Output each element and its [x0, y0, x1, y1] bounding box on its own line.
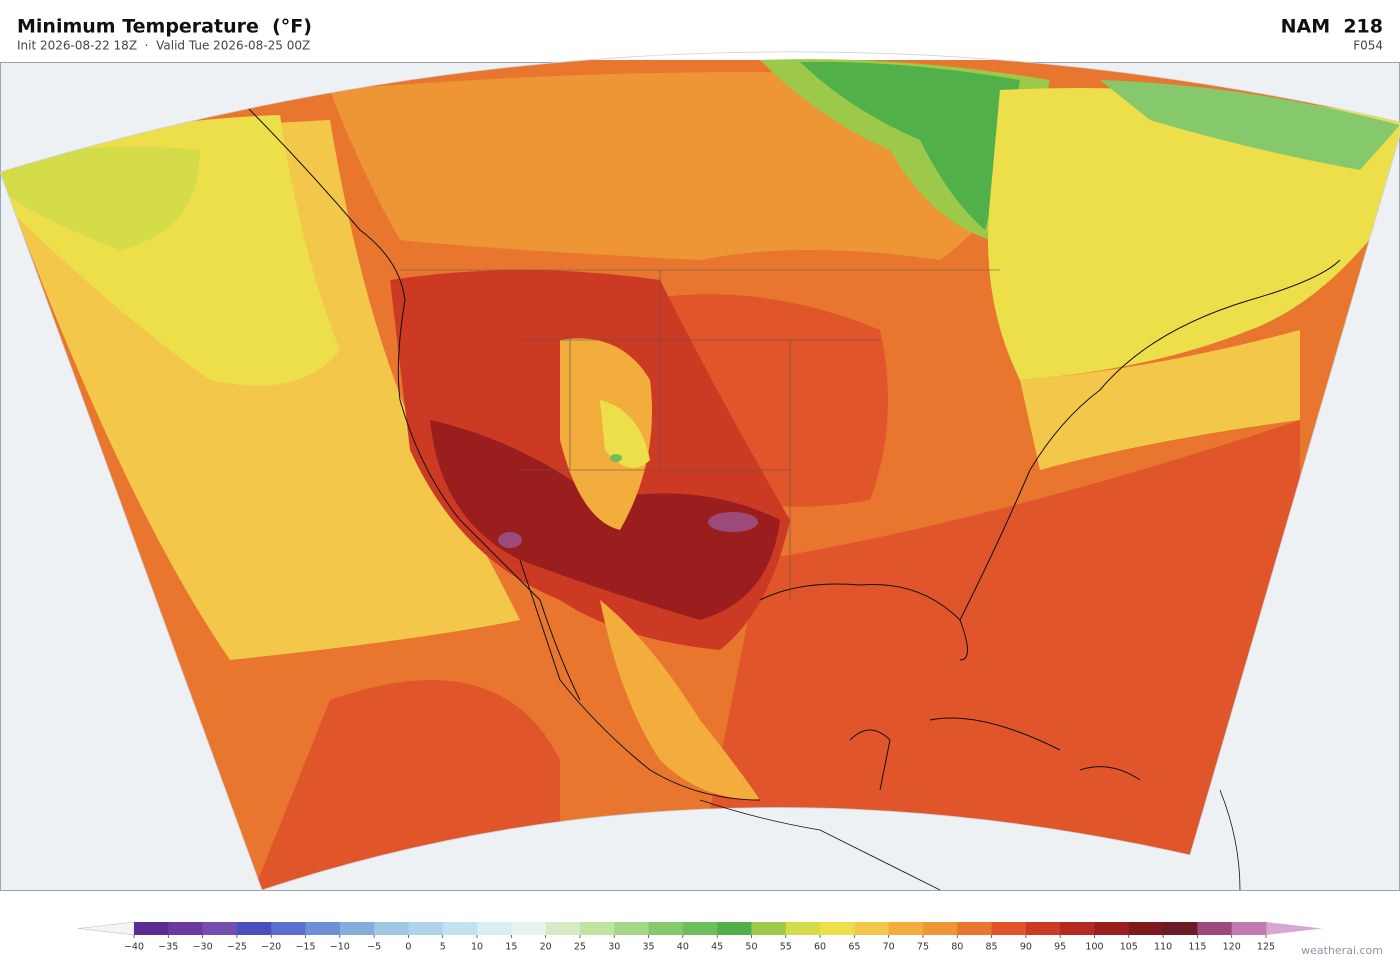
colorbar-segment: [339, 922, 375, 935]
field-rockies-cool: [600, 400, 650, 468]
field-hudson-cool: [800, 61, 1020, 231]
watermark: weatherai.com: [1301, 944, 1383, 957]
colorbar-segment: [168, 922, 204, 935]
colorbar-tick-label: 20: [540, 942, 552, 953]
colorbar-segment: [545, 922, 581, 935]
field-mexico-plateau: [600, 600, 760, 800]
colorbar-segment: [236, 922, 272, 935]
field-desert-extreme: [498, 532, 522, 548]
colorbar-tick-label: 35: [642, 942, 654, 953]
temperature-field: [0, 59, 1400, 891]
field-labrador: [1100, 80, 1400, 170]
colorbar-segment: [854, 922, 890, 935]
colorbar-tick-label: 75: [917, 942, 929, 953]
colorbar-segment: [614, 922, 650, 935]
colorbar-tick-label: 120: [1223, 942, 1241, 953]
colorbar-tick-label: −35: [158, 942, 178, 953]
colorbar-segment: [991, 922, 1027, 935]
colorbar-segment: [1163, 922, 1198, 935]
colorbar-segment: [134, 922, 169, 935]
colorbar-tick-label: 25: [574, 942, 586, 953]
outside-coastline: [699, 789, 1241, 891]
colorbar-tick-label: −25: [227, 942, 247, 953]
colorbar-tick-label: 15: [505, 942, 517, 953]
colorbar-segment: [271, 922, 307, 935]
colorbar-tick-label: 80: [951, 942, 963, 953]
colorbar-segment: [511, 922, 547, 935]
colorbar-segment: [922, 922, 958, 935]
colorbar-tick-label: 40: [677, 942, 689, 953]
colorbar-segment: [442, 922, 478, 935]
colorbar-segment: [888, 922, 924, 935]
colorbar-over: [1266, 922, 1322, 935]
colorbar-tick-label: 90: [1020, 942, 1032, 953]
domain-edge: [0, 51, 1400, 891]
field-warm-ocean: [700, 420, 1300, 860]
colorbar-tick-label: 115: [1188, 942, 1206, 953]
colorbar: −40 −35 −30 −25 −20 −15 −10 −5 0 5 10 15 20 25 30 35 40 4…: [77, 921, 1322, 953]
colorbar-segment: [717, 922, 752, 935]
colorbar-tick-label: 0: [405, 942, 411, 953]
island-outline: [849, 717, 1141, 791]
colorbar-segment: [785, 922, 821, 935]
colorbar-segment: [820, 922, 855, 935]
colorbar-segment: [1025, 922, 1061, 935]
colorbar-segment: [648, 922, 684, 935]
colorbar-segment: [1231, 922, 1267, 935]
colorbar-tick-label: −5: [367, 942, 381, 953]
colorbar-tick-label: 5: [440, 942, 446, 953]
colorbar-segment: [1128, 922, 1164, 935]
colorbar-tick-label: 85: [986, 942, 998, 953]
field-quebec: [988, 88, 1400, 380]
colorbar-tick-label: 10: [471, 942, 483, 953]
colorbar-tick-label: 95: [1054, 942, 1066, 953]
colorbar-tick-label: 105: [1120, 942, 1138, 953]
map-title: Minimum Temperature (°F): [17, 16, 312, 38]
field-peak: [610, 454, 622, 462]
colorbar-segment: [579, 922, 615, 935]
colorbar-tick-label: −20: [261, 942, 281, 953]
forecast-hour: F054: [1353, 39, 1383, 53]
colorbar-tick-label: 110: [1154, 942, 1172, 953]
colorbar-tick-label: 55: [780, 942, 792, 953]
border-line: [400, 269, 1000, 600]
field-texas-extreme: [708, 512, 758, 532]
colorbar-tick-label: 60: [814, 942, 826, 953]
colorbar-segment: [1094, 922, 1130, 935]
colorbar-tick-label: 30: [608, 942, 620, 953]
colorbar-tick-label: −30: [193, 942, 213, 953]
colorbar-tick-label: 100: [1085, 942, 1103, 953]
colorbar-tick-label: 125: [1257, 942, 1275, 953]
colorbar-segment: [957, 922, 993, 935]
colorbar-segment: [682, 922, 718, 935]
colorbar-under: [77, 921, 135, 936]
colorbar-segment: [1060, 922, 1095, 935]
colorbar-segment: [202, 922, 238, 935]
field-northeast: [1020, 330, 1300, 470]
colorbar-segment: [408, 922, 444, 935]
colorbar-segment: [751, 922, 787, 935]
colorbar-segment: [305, 922, 341, 935]
colorbar-segment: [477, 922, 512, 935]
map: [0, 51, 1400, 891]
coastline: [239, 99, 1341, 801]
colorbar-tick-label: 65: [848, 942, 860, 953]
colorbar-segment: [1197, 922, 1233, 935]
colorbar-tick-label: −15: [295, 942, 315, 953]
colorbar-tick-label: 45: [711, 942, 723, 953]
colorbar-tick-label: 50: [745, 942, 757, 953]
map-subtitle: Init 2026-08-22 18Z · Valid Tue 2026-08-…: [17, 39, 310, 53]
model-name: NAM 218: [1281, 16, 1383, 38]
colorbar-tick-label: −40: [124, 942, 144, 953]
colorbar-segment: [374, 922, 409, 935]
colorbar-tick-label: 70: [883, 942, 895, 953]
colorbar-tick-label: −10: [330, 942, 350, 953]
field-pacific-coolest: [0, 146, 200, 250]
